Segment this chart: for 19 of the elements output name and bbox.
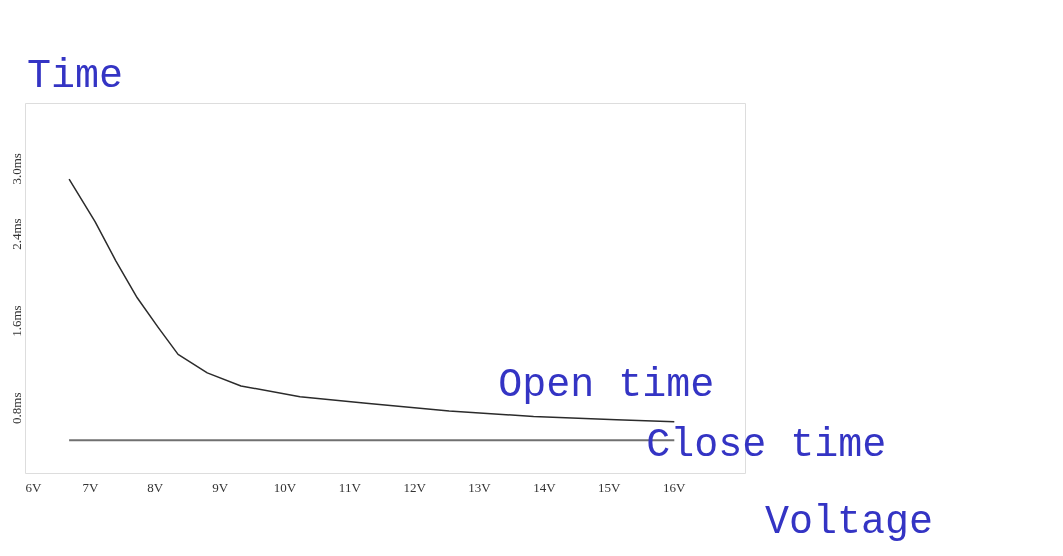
x-tick-label: 9V	[212, 479, 229, 495]
x-tick-label: 12V	[403, 479, 427, 495]
x-tick-label: 13V	[468, 479, 492, 495]
x-tick-label: 7V	[82, 479, 99, 495]
y-tick-label: 3.0ms	[8, 153, 24, 185]
series-label: Close time	[646, 423, 887, 469]
x-tick-label: 8V	[147, 479, 164, 495]
x-tick-label: 14V	[533, 479, 557, 495]
x-tick-label: 10V	[273, 479, 297, 495]
y-axis-title: Time	[27, 54, 124, 99]
x-tick-label: 15V	[598, 479, 622, 495]
y-tick-label: 2.4ms	[8, 218, 24, 250]
y-tick-label: 0.8ms	[8, 392, 24, 424]
series-label: Open time	[498, 362, 715, 408]
x-tick-label: 16V	[662, 479, 686, 495]
x-tick-label: 11V	[338, 479, 362, 495]
x-tick-label: 6V	[25, 479, 42, 495]
y-tick-label: 1.6ms	[8, 305, 24, 337]
x-axis-title: Voltage	[765, 500, 934, 545]
